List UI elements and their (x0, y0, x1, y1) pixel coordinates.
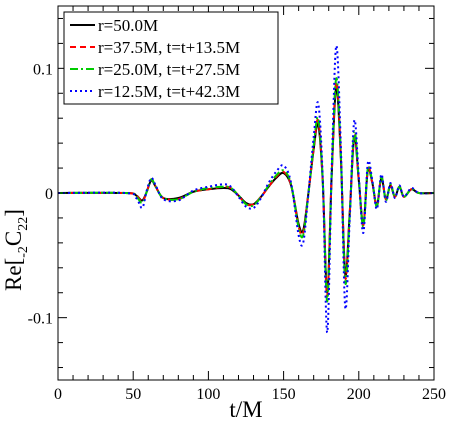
y-axis-label-main: Re[ (1, 258, 26, 291)
y-axis-label-sub1: -2 (16, 246, 31, 258)
x-tick-label: 250 (422, 386, 446, 403)
series-line-2 (57, 81, 435, 298)
y-tick-label: -0.1 (28, 311, 53, 328)
legend-label-4: r=12.5M, t=t+42.3M (98, 82, 240, 101)
x-tick-label: 100 (196, 386, 220, 403)
series-line-1 (57, 86, 435, 294)
series-line-4 (57, 44, 435, 334)
x-tick-label: 150 (272, 386, 296, 403)
x-tick-label: 50 (125, 386, 141, 403)
x-axis-ticks: 0 50 100 150 200 250 (54, 6, 446, 403)
series-line-3 (57, 77, 435, 303)
y-tick-label: 0 (45, 186, 53, 203)
y-axis-label: Re[-2C22] (1, 209, 31, 291)
legend: r=50.0M r=37.5M, t=t+13.5M r=25.0M, t=t+27… (63, 11, 279, 105)
series-curves (57, 44, 435, 334)
legend-box (63, 11, 279, 105)
y-axis-ticks: 0.1 0 -0.1 (28, 17, 434, 369)
x-tick-label: 200 (347, 386, 371, 403)
x-tick-label: 0 (54, 386, 62, 403)
y-tick-label: 0.1 (33, 61, 53, 78)
y-axis-label-mid: C (1, 231, 26, 246)
y-axis-label-close: ] (1, 209, 26, 217)
legend-label-3: r=25.0M, t=t+27.5M (98, 60, 240, 79)
legend-label-1: r=50.0M (98, 16, 158, 35)
y-axis-label-sub2: 22 (16, 217, 31, 231)
legend-label-2: r=37.5M, t=t+13.5M (98, 38, 240, 57)
x-axis-label: t/M (229, 397, 262, 422)
